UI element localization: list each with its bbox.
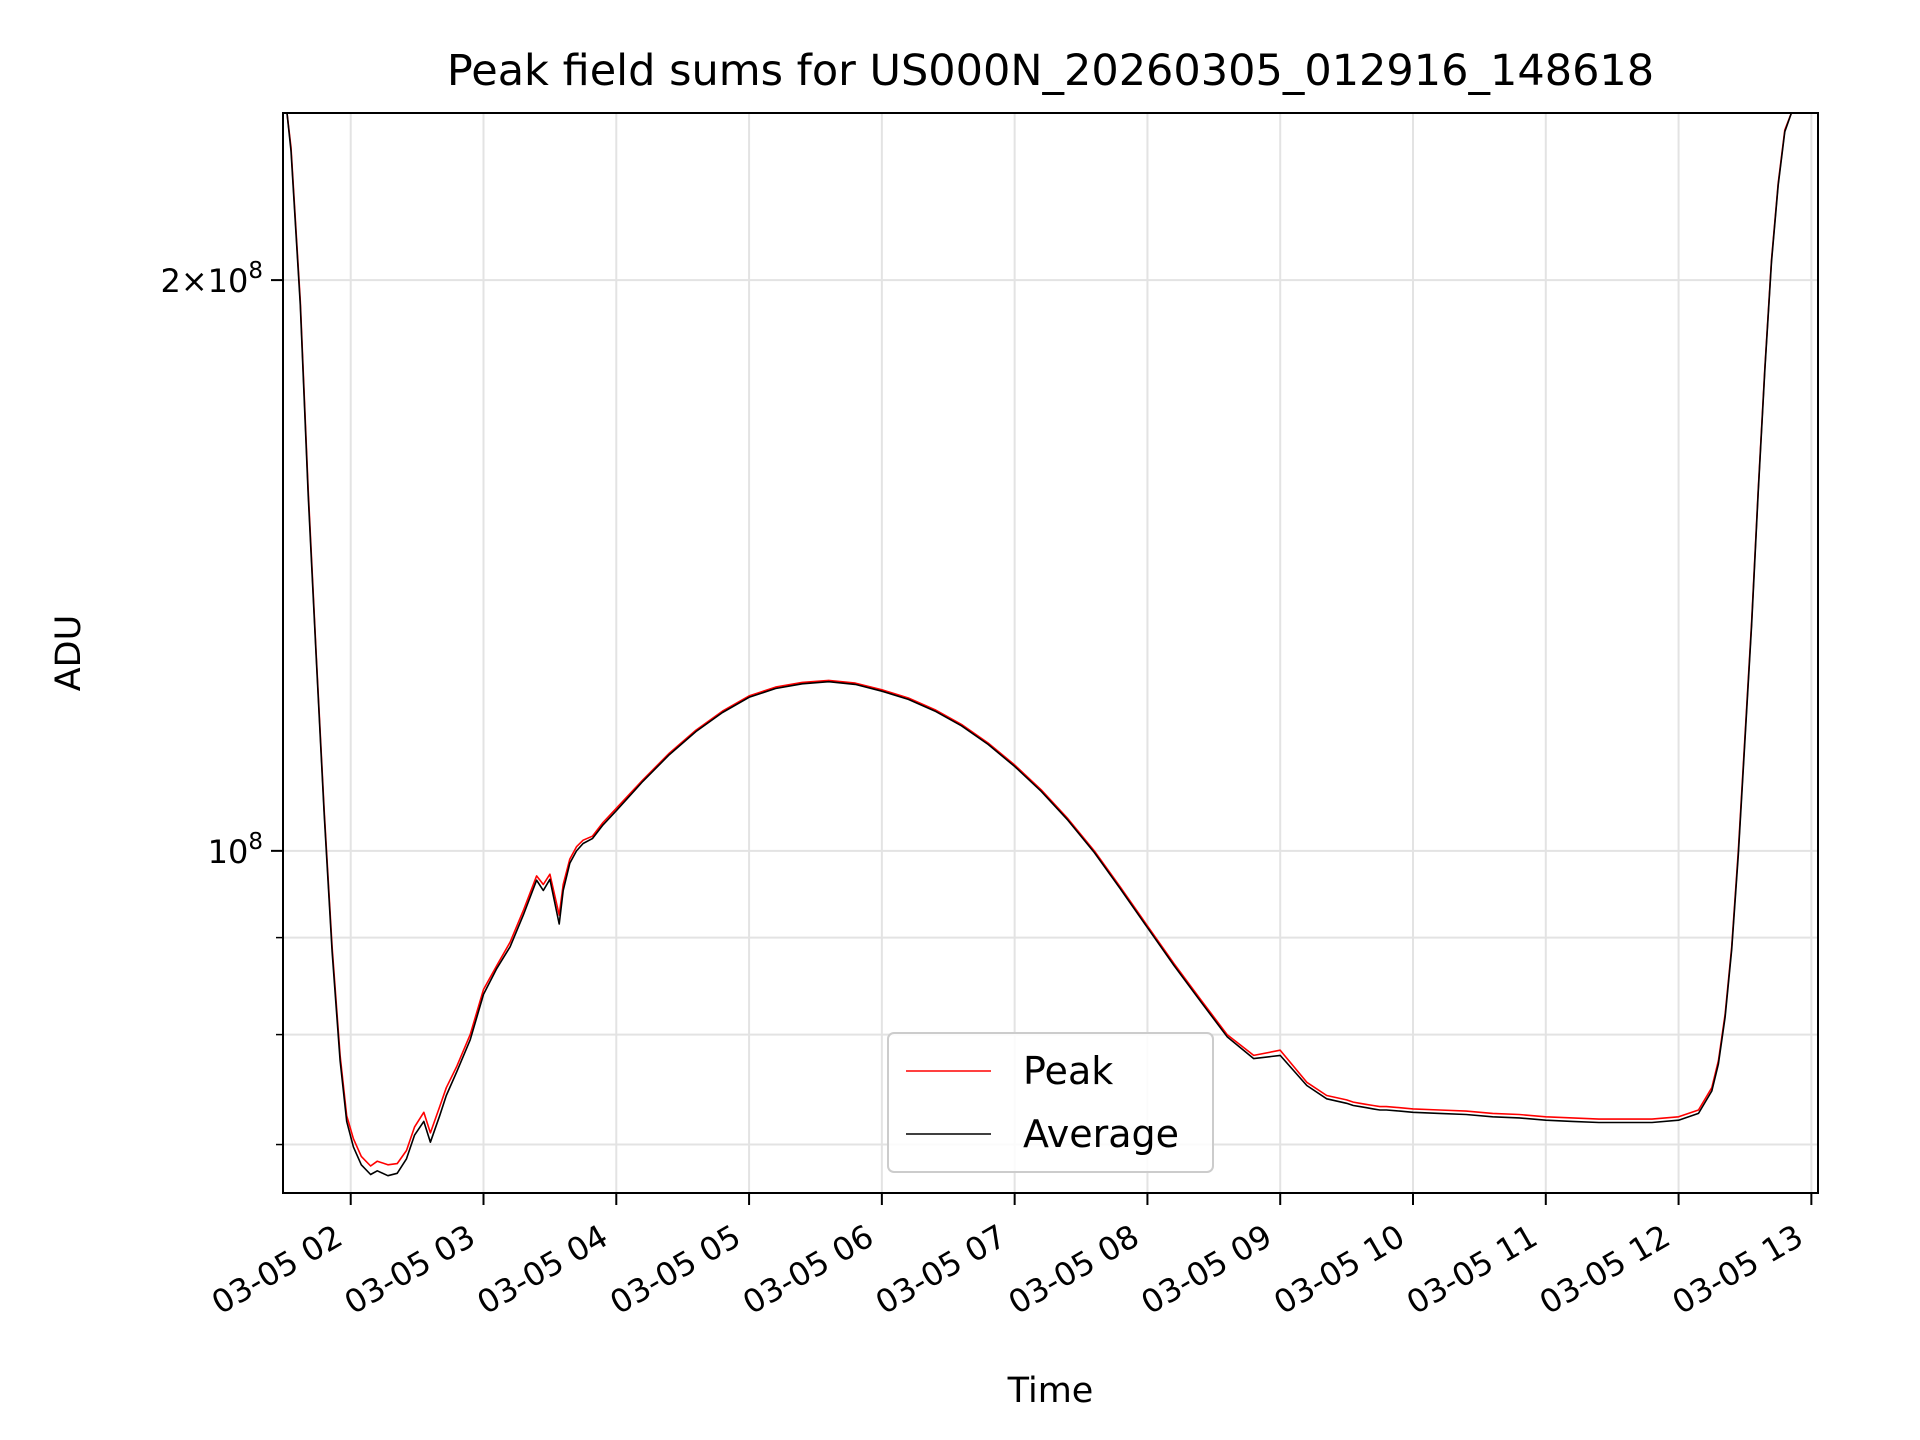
y-tick-label: 108 bbox=[208, 829, 263, 871]
y-tick-label: 2×108 bbox=[160, 258, 263, 300]
grid bbox=[283, 113, 1818, 1193]
legend-box bbox=[887, 1032, 1214, 1173]
legend-average-label: Average bbox=[1023, 1112, 1179, 1156]
average-series-line bbox=[286, 113, 1805, 1177]
y-tick-label-base: 2×10 bbox=[160, 262, 248, 300]
plot-series bbox=[286, 113, 1805, 1177]
legend: Peak Average bbox=[887, 1032, 1214, 1173]
legend-peak-label: Peak bbox=[1023, 1049, 1113, 1093]
peak-series-line bbox=[286, 113, 1805, 1167]
y-axis-label: ADU bbox=[49, 615, 89, 692]
chart-title: Peak field sums for US000N_20260305_0129… bbox=[447, 46, 1654, 96]
x-axis-label: Time bbox=[1007, 1371, 1094, 1411]
series-group bbox=[286, 113, 1805, 1177]
y-tick-label-base: 10 bbox=[208, 833, 249, 871]
y-tick-label-exponent: 8 bbox=[248, 829, 263, 855]
y-tick-label-exponent: 8 bbox=[248, 258, 263, 284]
plot-frame bbox=[282, 112, 1819, 1194]
